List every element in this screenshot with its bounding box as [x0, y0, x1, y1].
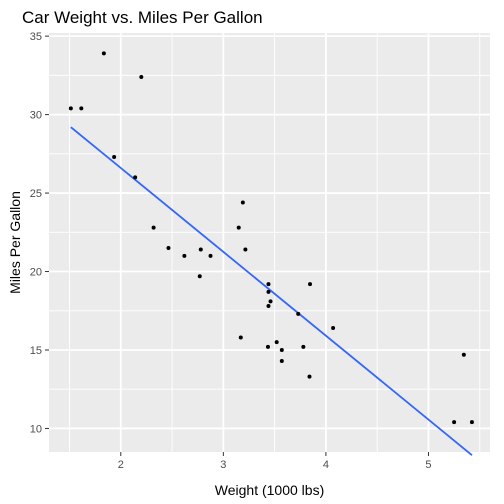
x-tick-label: 2 — [118, 459, 124, 471]
data-point — [101, 51, 106, 56]
data-point — [238, 335, 243, 340]
data-point — [182, 253, 187, 258]
data-point — [151, 225, 156, 230]
data-point — [296, 311, 301, 316]
data-point — [268, 299, 273, 304]
x-tick-label: 4 — [323, 459, 329, 471]
trendline-layer — [70, 126, 473, 456]
y-tick-label: 35 — [30, 31, 42, 43]
data-point — [166, 245, 171, 250]
minor-gridlines — [49, 33, 490, 452]
y-tick-label: 10 — [30, 423, 42, 435]
data-point — [279, 347, 284, 352]
major-gridlines — [49, 33, 490, 452]
data-point — [469, 420, 474, 425]
data-point — [198, 247, 203, 252]
y-tick-label: 20 — [30, 267, 42, 279]
data-point — [301, 344, 306, 349]
data-point — [266, 304, 271, 309]
data-point — [308, 282, 313, 287]
data-point — [236, 225, 241, 230]
data-point — [266, 282, 271, 287]
data-point — [307, 374, 312, 379]
data-point — [208, 253, 213, 258]
trendline — [70, 126, 473, 456]
data-point — [240, 200, 245, 205]
y-tick-label: 25 — [30, 188, 42, 200]
x-tick-label: 3 — [220, 459, 226, 471]
y-axis-title: Miles Per Gallon — [7, 191, 23, 294]
y-tick-label: 30 — [30, 110, 42, 122]
y-axis-ticks: 10 15 20 25 30 35 — [30, 31, 49, 435]
plot-panel — [49, 33, 490, 452]
y-tick-label: 15 — [30, 345, 42, 357]
x-tick-label: 5 — [425, 459, 431, 471]
points-layer — [68, 51, 474, 425]
x-axis-title: Weight (1000 lbs) — [215, 482, 324, 498]
data-point — [79, 106, 84, 111]
data-point — [112, 154, 117, 159]
x-axis-ticks: 2 3 4 5 — [118, 452, 432, 471]
data-point — [461, 352, 466, 357]
data-point — [274, 340, 279, 345]
data-point — [265, 344, 270, 349]
data-point — [68, 106, 73, 111]
data-point — [243, 247, 248, 252]
data-point — [331, 326, 336, 331]
data-point — [266, 289, 271, 294]
data-point — [139, 74, 144, 79]
chart-title: Car Weight vs. Miles Per Gallon — [22, 8, 263, 27]
data-point — [197, 274, 202, 279]
data-point — [452, 420, 457, 425]
data-point — [133, 175, 138, 180]
data-point — [279, 358, 284, 363]
